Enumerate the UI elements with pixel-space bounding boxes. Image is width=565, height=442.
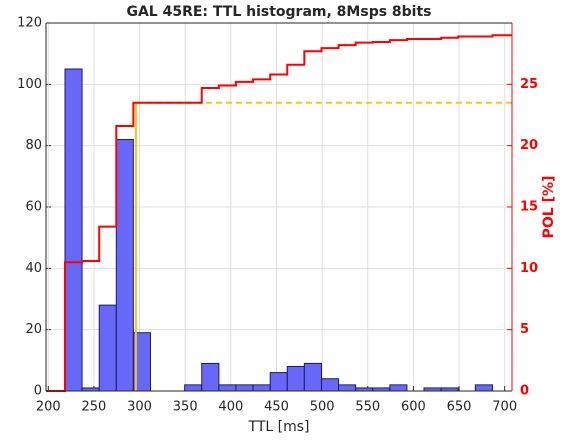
x-tick-label: 500	[310, 400, 335, 415]
x-tick-label: 400	[218, 400, 243, 415]
bar	[303, 362, 322, 392]
y-tick-label: 0	[34, 384, 42, 399]
bar	[64, 68, 83, 392]
step-line	[46, 34, 512, 392]
y2-axis-label: POL [%]	[541, 176, 557, 239]
y-tick-label: 40	[25, 261, 42, 276]
chart-title: GAL 45RE: TTL histogram, 8Msps 8bits	[126, 4, 431, 20]
y-tick-label: 60	[25, 200, 42, 215]
x-tick-label: 600	[401, 400, 426, 415]
y-tick-label: 120	[17, 16, 42, 31]
bar	[218, 384, 237, 392]
y2-tick-label: 15	[520, 200, 538, 215]
x-tick-label: 350	[173, 400, 198, 415]
y2-tick-label: 10	[520, 261, 538, 276]
y-tick-label: 100	[17, 77, 42, 92]
x-tick-label: 200	[36, 400, 61, 415]
x-tick-label: 250	[82, 400, 107, 415]
y2-tick-label: 20	[520, 138, 538, 153]
bar	[98, 304, 117, 392]
bar	[320, 378, 340, 392]
bar	[389, 384, 408, 392]
y-tick-label: 80	[25, 138, 42, 153]
bar	[474, 384, 493, 392]
y2-tick-label: 25	[520, 77, 538, 92]
x-tick-label: 300	[127, 400, 152, 415]
bar	[201, 362, 220, 392]
x-tick-label: 650	[447, 400, 472, 415]
bar	[184, 384, 203, 392]
bar	[269, 372, 288, 392]
y-tick-label: 20	[25, 322, 42, 337]
bar	[235, 384, 254, 392]
y2-tick-label: 5	[520, 322, 529, 337]
bar	[338, 384, 357, 392]
bar	[286, 365, 305, 392]
x-tick-label: 700	[492, 400, 517, 415]
x-tick-label: 550	[355, 400, 380, 415]
y2-tick-label: 0	[520, 384, 529, 399]
x-axis-label: TTL [ms]	[248, 419, 310, 435]
x-tick-label: 450	[264, 400, 289, 415]
bar	[115, 139, 134, 392]
bar	[252, 384, 271, 392]
